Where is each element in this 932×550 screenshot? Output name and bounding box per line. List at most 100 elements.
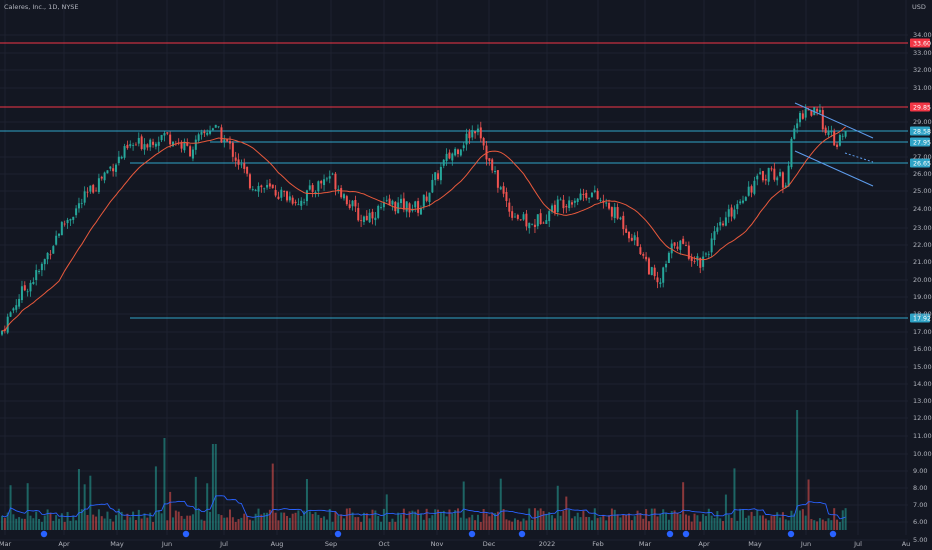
volume-bar xyxy=(511,521,514,530)
earnings-marker-icon[interactable] xyxy=(334,530,342,538)
volume-bar xyxy=(434,509,437,530)
candle-body xyxy=(790,138,793,168)
volume-bar xyxy=(371,509,374,530)
candle-body xyxy=(9,312,12,317)
volume-bar xyxy=(294,512,297,530)
volume-bar xyxy=(824,521,827,530)
candle-body xyxy=(707,253,710,255)
candle-body xyxy=(545,220,548,224)
earnings-marker-icon[interactable] xyxy=(666,530,674,538)
earnings-marker-icon[interactable] xyxy=(682,530,690,538)
candle-body xyxy=(702,256,705,267)
candle-body xyxy=(836,144,839,147)
earnings-marker-icon[interactable] xyxy=(40,530,48,538)
candle-body xyxy=(682,238,685,244)
candle-body xyxy=(553,204,556,213)
volume-bar xyxy=(80,509,83,530)
candle-body xyxy=(841,135,844,137)
price-tick-label: 14.00 xyxy=(913,380,932,388)
candle-body xyxy=(816,108,819,112)
volume-bar xyxy=(439,511,442,530)
price-tick-label: 18.00 xyxy=(913,310,932,318)
earnings-marker-icon[interactable] xyxy=(829,530,837,538)
earnings-marker-icon[interactable] xyxy=(787,530,795,538)
candle-body xyxy=(394,201,397,212)
earnings-marker-icon[interactable] xyxy=(518,530,526,538)
candle-body xyxy=(23,285,26,291)
volume-bar xyxy=(781,512,784,530)
candle-body xyxy=(360,220,363,222)
volume-bar xyxy=(55,515,58,530)
volume-bar xyxy=(200,519,203,530)
candle-body xyxy=(140,136,143,150)
candle-body xyxy=(77,203,80,209)
candle-body xyxy=(291,197,294,204)
volume-bar xyxy=(605,520,608,530)
volume-layer xyxy=(1,410,847,530)
volume-bar xyxy=(97,509,100,530)
candle-body xyxy=(29,282,32,292)
volume-bar xyxy=(522,518,525,530)
volume-bar xyxy=(568,509,571,530)
candle-body xyxy=(505,191,508,201)
candle-body xyxy=(75,208,78,216)
candle-body xyxy=(189,146,192,157)
earnings-marker-icon[interactable] xyxy=(468,530,476,538)
candle-body xyxy=(277,196,280,199)
earnings-marker-icon[interactable] xyxy=(182,530,190,538)
volume-bar xyxy=(437,509,440,530)
volume-bar xyxy=(693,513,696,530)
volume-bar xyxy=(476,514,479,530)
volume-bar xyxy=(397,512,400,530)
volume-bar xyxy=(633,516,636,530)
volume-bar xyxy=(471,514,474,530)
candle-body xyxy=(773,168,776,180)
volume-bar xyxy=(804,515,807,530)
volume-bar xyxy=(836,519,839,530)
candle-body xyxy=(704,253,707,255)
volume-bar xyxy=(320,517,323,530)
candle-body xyxy=(183,141,186,151)
volume-ma-layer xyxy=(1,495,846,520)
time-axis[interactable]: Mar Apr May Jun Jul Aug Sep Oct Nov Dec 2022 Feb Mar… xyxy=(0,540,910,548)
candle-body xyxy=(340,188,343,198)
candle-body xyxy=(647,258,650,275)
candle-body xyxy=(300,200,303,206)
volume-bar xyxy=(528,508,531,530)
volume-bar xyxy=(69,520,72,530)
candle-body xyxy=(502,186,505,194)
volume-bar xyxy=(300,515,303,530)
candle-body xyxy=(351,200,354,207)
candle-body xyxy=(117,156,120,164)
volume-bar xyxy=(679,514,682,530)
candle-body xyxy=(471,130,474,138)
time-tick-label: Mar xyxy=(0,540,11,548)
volume-bar xyxy=(280,512,283,530)
volume-bar xyxy=(579,517,582,530)
price-axis[interactable]: 34.00 33.00 32.00 31.00 29.00 27.00 26.00 25.00… xyxy=(913,31,932,544)
candle-body xyxy=(223,139,226,142)
volume-bar xyxy=(687,515,690,530)
volume-bar xyxy=(445,516,448,530)
candle-body xyxy=(357,208,360,221)
volume-bar xyxy=(234,521,237,530)
volume-bar xyxy=(377,516,380,530)
volume-bar xyxy=(191,514,194,530)
candle-body xyxy=(337,189,340,191)
volume-bar xyxy=(730,517,733,530)
volume-bar xyxy=(665,512,668,530)
volume-bar xyxy=(647,521,650,530)
price-tick-label: 9.00 xyxy=(913,467,927,475)
volume-bar xyxy=(713,517,716,530)
volume-bar xyxy=(468,517,471,530)
time-tick-label: Jul xyxy=(219,540,228,548)
price-tick-label: 23.00 xyxy=(913,224,932,232)
time-tick-label: Jun xyxy=(800,540,811,548)
candle-body xyxy=(172,141,174,147)
volume-bar xyxy=(257,508,260,530)
volume-bar xyxy=(744,517,747,530)
candle-body xyxy=(833,131,836,146)
price-tick-label: 16.00 xyxy=(913,345,932,353)
